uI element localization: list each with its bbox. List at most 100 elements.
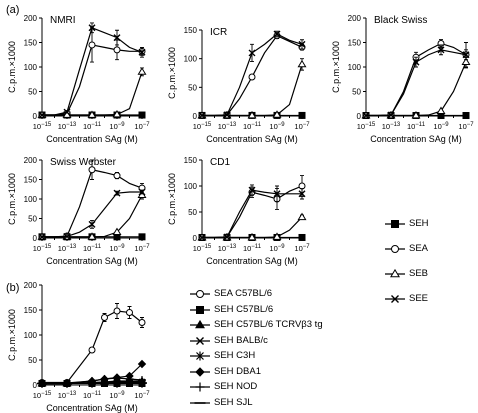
x-tick-label: 10−11 [243,122,262,131]
legend-marker [196,290,204,298]
data-point [88,41,96,49]
y-axis-label: C.p.m.×1000 [331,41,341,93]
data-point [112,227,122,236]
x-tick-label: 10−7 [458,122,474,131]
legend-symbol [385,245,405,253]
y-axis-label: C.p.m.×1000 [167,47,177,99]
y-tick-label: 200 [24,14,38,23]
series-seb [197,58,307,119]
data-point [223,233,231,241]
data-point [126,309,133,316]
legend-label: SEB [409,268,429,279]
x-axis-label: Concentration SAg (M) [46,134,138,144]
series-sea [362,39,470,120]
x-tick-label: 10−9 [109,122,125,131]
legend-marker [391,295,399,303]
series-sea [38,27,146,119]
x-tick-label: 10−15 [33,391,52,400]
x-tick-label: 10−11 [407,122,426,131]
y-tick-label: 0 [33,234,38,243]
data-point [38,233,46,241]
legend-symbol [190,305,210,314]
x-tick-label: 10−9 [433,122,449,131]
series-line [366,61,467,117]
y-tick-label: 100 [348,63,362,72]
legend-marker [390,268,400,278]
chart-swiss-webster: 0 50 100 150 200 10−15 10−13 10−11 10−9 10−7 Conce… [7,156,150,266]
x-tick-label: 10−15 [33,244,52,253]
series-seb [37,67,147,118]
legend-marker [391,245,399,253]
data-point [297,59,307,68]
charts-layer: 0 50 100 150 200 10−15 10−13 10−11 10−9 10−7 Conce… [7,14,474,413]
data-point [138,188,146,196]
legend-symbol [385,268,405,278]
x-tick-label: 10−15 [357,122,376,131]
y-tick-label: 50 [28,215,37,224]
x-tick-label: 10−7 [134,391,150,400]
chart-nmri: 0 50 100 150 200 10−15 10−13 10−11 10−9 10−7 Conce… [7,14,150,144]
data-point [125,375,134,383]
data-point [63,232,71,240]
legend-label: SEE [409,293,429,304]
data-point [138,48,146,56]
x-tick-label: 10−11 [83,122,102,131]
panel-a-label: (a) [6,4,19,16]
data-point [298,40,306,48]
x-tick-label: 10−15 [193,122,212,131]
chart-title: Swiss Webster [50,157,117,168]
x-tick-label: 10−13 [218,122,237,131]
data-point [411,110,421,119]
data-point [87,110,97,118]
data-point [88,346,96,354]
series-line [42,191,142,238]
y-tick-label: 50 [28,88,37,97]
y-tick-label: 50 [28,356,37,365]
legend-label: SEH C3H [214,350,256,361]
series-seb [197,212,307,241]
data-point [112,109,122,118]
series-line [42,71,143,116]
x-tick-label: 10−13 [58,122,77,131]
chart-cd1: 0 50 100 150 10−15 10−13 10−11 10−9 10−7 Concentr… [167,156,310,266]
legend-symbol [190,366,210,377]
data-point [387,111,395,119]
y-tick-label: 0 [193,234,198,243]
data-point [461,57,471,65]
x-tick-label: 10−15 [33,122,52,131]
x-tick-label: 10−9 [269,122,285,131]
data-point [38,111,46,119]
data-point [88,24,96,32]
legend-symbol [385,295,405,303]
data-point [63,108,71,116]
data-point [198,111,206,119]
x-tick-label: 10−7 [294,122,310,131]
x-tick-label: 10−9 [109,391,125,400]
x-tick-label: 10−9 [269,244,285,253]
data-point [113,172,121,180]
legend-label: SEH C57BL/6 [214,303,274,315]
y-tick-label: 0 [33,112,38,121]
x-tick-label: 10−13 [58,244,77,253]
chart-title: NMRI [50,15,76,26]
data-point [87,232,97,240]
y-tick-label: 100 [24,63,38,72]
series-seb [37,190,147,240]
y-tick-label: 100 [184,182,198,191]
y-axis-label: C.p.m.×1000 [7,309,17,361]
legend-a: SEH SEA SEB SEE [385,218,475,330]
data-point [298,190,306,198]
legend-marker [196,351,204,361]
x-tick-label: 10−7 [294,244,310,253]
data-point [272,110,282,118]
data-point [247,110,257,119]
legend-label: SEH DBA1 [214,365,261,377]
legend-symbol [190,336,210,345]
data-point [88,220,96,228]
data-point [137,359,147,369]
data-point [113,307,121,315]
legend-symbol [190,401,210,404]
series-line [42,194,143,238]
legend-symbol [190,290,210,298]
